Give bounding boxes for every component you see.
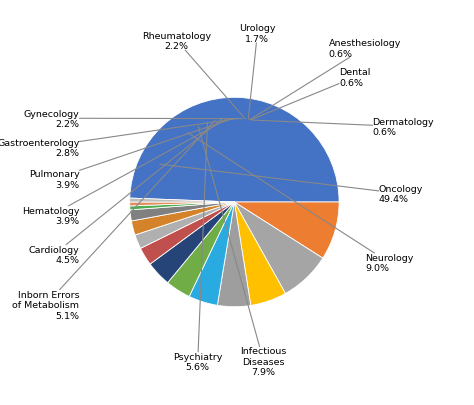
Wedge shape xyxy=(234,202,339,258)
Text: Oncology
49.4%: Oncology 49.4% xyxy=(160,165,423,204)
Wedge shape xyxy=(130,202,234,222)
Wedge shape xyxy=(131,202,234,235)
Text: Gastroenterology
2.8%: Gastroenterology 2.8% xyxy=(0,119,238,158)
Text: Anesthesiology
0.6%: Anesthesiology 0.6% xyxy=(250,39,401,120)
Text: Infectious
Diseases
7.9%: Infectious Diseases 7.9% xyxy=(198,127,287,376)
Text: Rheumatology
2.2%: Rheumatology 2.2% xyxy=(142,32,246,119)
Text: Hematology
3.9%: Hematology 3.9% xyxy=(22,119,228,226)
Text: Inborn Errors
of Metabolism
5.1%: Inborn Errors of Metabolism 5.1% xyxy=(12,121,215,320)
Text: Pulmonary
3.9%: Pulmonary 3.9% xyxy=(28,119,234,189)
Wedge shape xyxy=(130,202,234,210)
Wedge shape xyxy=(168,202,234,297)
Text: Psychiatry
5.6%: Psychiatry 5.6% xyxy=(173,124,222,371)
Wedge shape xyxy=(234,202,323,294)
Text: Dental
0.6%: Dental 0.6% xyxy=(251,68,371,121)
Wedge shape xyxy=(130,198,234,202)
Wedge shape xyxy=(234,202,285,306)
Text: Urology
1.7%: Urology 1.7% xyxy=(239,24,276,120)
Text: Cardiology
4.5%: Cardiology 4.5% xyxy=(28,120,222,264)
Wedge shape xyxy=(150,202,234,283)
Wedge shape xyxy=(189,202,234,305)
Text: Gynecology
2.2%: Gynecology 2.2% xyxy=(24,109,242,129)
Wedge shape xyxy=(130,202,234,207)
Wedge shape xyxy=(130,98,339,202)
Wedge shape xyxy=(135,202,234,249)
Text: Dermatology
0.6%: Dermatology 0.6% xyxy=(252,117,434,137)
Wedge shape xyxy=(218,202,251,307)
Wedge shape xyxy=(140,202,234,264)
Text: Neurology
9.0%: Neurology 9.0% xyxy=(188,133,414,273)
